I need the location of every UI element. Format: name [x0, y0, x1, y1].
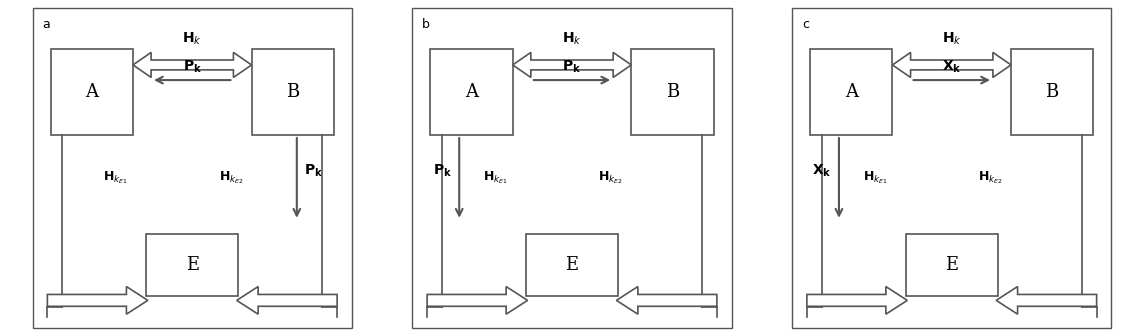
- Text: $\mathbf{H}_k$: $\mathbf{H}_k$: [182, 31, 202, 47]
- Bar: [526, 234, 618, 296]
- Text: $\mathbf{H}_{k_{E1}}$: $\mathbf{H}_{k_{E1}}$: [483, 170, 508, 186]
- Text: b: b: [422, 18, 430, 31]
- Bar: [631, 49, 714, 135]
- Text: A: A: [844, 83, 858, 101]
- Text: B: B: [286, 83, 300, 101]
- Polygon shape: [47, 287, 148, 314]
- Text: E: E: [185, 256, 199, 274]
- Polygon shape: [892, 52, 1011, 77]
- Polygon shape: [427, 287, 527, 314]
- Bar: [430, 49, 513, 135]
- Polygon shape: [996, 287, 1097, 314]
- Text: $\mathbf{P_k}$: $\mathbf{P_k}$: [432, 163, 452, 179]
- Text: $\mathbf{H}_k$: $\mathbf{H}_k$: [942, 31, 962, 47]
- Text: $\mathbf{H}_{k_{E2}}$: $\mathbf{H}_{k_{E2}}$: [978, 170, 1003, 186]
- Bar: [810, 49, 892, 135]
- Text: A: A: [86, 83, 98, 101]
- Polygon shape: [133, 52, 252, 77]
- Text: $\mathbf{P_k}$: $\mathbf{P_k}$: [563, 59, 581, 76]
- Polygon shape: [237, 287, 337, 314]
- Text: E: E: [565, 256, 579, 274]
- Text: B: B: [1046, 83, 1059, 101]
- Text: $\mathbf{P_k}$: $\mathbf{P_k}$: [183, 59, 201, 76]
- Text: $\mathbf{X_k}$: $\mathbf{X_k}$: [942, 59, 962, 76]
- Text: a: a: [42, 18, 50, 31]
- Text: $\mathbf{P_k}$: $\mathbf{P_k}$: [304, 163, 323, 179]
- Text: c: c: [802, 18, 809, 31]
- Text: $\mathbf{H}_{k_{E2}}$: $\mathbf{H}_{k_{E2}}$: [598, 170, 623, 186]
- Bar: [146, 234, 238, 296]
- Text: $\mathbf{X_k}$: $\mathbf{X_k}$: [812, 163, 832, 179]
- Polygon shape: [807, 287, 907, 314]
- Text: E: E: [945, 256, 959, 274]
- Bar: [252, 49, 334, 135]
- Text: A: A: [466, 83, 478, 101]
- Bar: [1011, 49, 1094, 135]
- Polygon shape: [513, 52, 631, 77]
- Text: $\mathbf{H}_{k_{E1}}$: $\mathbf{H}_{k_{E1}}$: [103, 170, 128, 186]
- Text: B: B: [666, 83, 680, 101]
- Polygon shape: [617, 287, 717, 314]
- Text: $\mathbf{H}_{k_{E1}}$: $\mathbf{H}_{k_{E1}}$: [863, 170, 888, 186]
- Text: $\mathbf{H}_{k_{E2}}$: $\mathbf{H}_{k_{E2}}$: [219, 170, 244, 186]
- Bar: [50, 49, 133, 135]
- Text: $\mathbf{H}_k$: $\mathbf{H}_k$: [562, 31, 582, 47]
- Bar: [906, 234, 998, 296]
